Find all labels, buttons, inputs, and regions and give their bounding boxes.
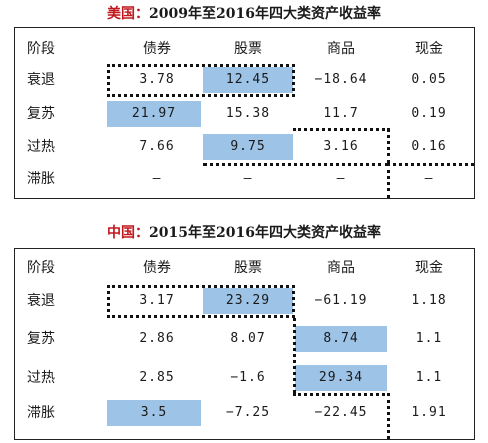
cn-value-recovery-cash: 1.1 — [415, 331, 443, 346]
cn-stage-recovery: 复苏 — [27, 331, 55, 347]
us-title-text: 2009年至2016年四大类资产收益率 — [149, 6, 381, 22]
us-table-title: 美国：2009年至2016年四大类资产收益率 — [0, 3, 488, 23]
cn-value-recovery-commodities: 8.74 — [295, 326, 387, 352]
us-recession-outline — [107, 64, 295, 97]
us-header-commodities: 商品 — [327, 41, 355, 57]
us-title-country: 美国： — [107, 6, 150, 22]
cn-cycle-line — [293, 393, 390, 396]
cn-value-recession-stocks: 23.29 — [203, 288, 293, 314]
cn-value-recession-cash: 1.18 — [411, 293, 447, 308]
cn-header-bonds: 债券 — [143, 260, 171, 276]
cn-value-recession-commodities: −61.19 — [314, 293, 368, 308]
us-stage-recession: 衰退 — [27, 72, 55, 88]
cn-value-overheat-cash: 1.1 — [415, 370, 443, 385]
cn-cycle-line — [387, 393, 390, 439]
us-cycle-line — [387, 163, 390, 198]
us-cycle-line — [387, 163, 474, 166]
us-value-stagflation-commodities: – — [336, 171, 346, 186]
us-value-overheat-bonds: 7.66 — [139, 139, 175, 154]
us-stage-overheat: 过热 — [27, 139, 55, 155]
us-value-recession-commodities: −18.64 — [314, 72, 368, 87]
cn-value-stagflation-commodities: −22.45 — [314, 405, 368, 420]
us-stage-recovery: 复苏 — [27, 106, 55, 122]
us-cycle-line — [203, 163, 389, 166]
us-header-stocks: 股票 — [234, 41, 262, 57]
us-value-stagflation-stocks: – — [243, 171, 253, 186]
cn-cycle-line — [293, 318, 296, 393]
cn-value-stagflation-stocks: −7.25 — [225, 405, 271, 420]
cn-header-stage: 阶段 — [27, 260, 55, 276]
cn-header-stocks: 股票 — [234, 260, 262, 276]
us-value-recession-cash: 0.05 — [411, 72, 447, 87]
cn-returns-table: 阶段 债券 股票 商品 现金 衰退 3.17 23.29 −61.19 1.18… — [14, 248, 475, 440]
cn-stage-stagflation: 滞胀 — [27, 405, 55, 421]
cn-title-text: 2015年至2016年四大类资产收益率 — [149, 225, 381, 241]
cn-header-commodities: 商品 — [327, 260, 355, 276]
cn-value-recession-bonds: 3.17 — [139, 293, 175, 308]
us-value-recovery-cash: 0.19 — [411, 106, 447, 121]
cn-stage-overheat: 过热 — [27, 370, 55, 386]
us-header-cash: 现金 — [415, 41, 443, 57]
cn-stage-recession: 衰退 — [27, 293, 55, 309]
cn-recession-outline — [107, 285, 295, 318]
us-value-recovery-bonds: 21.97 — [107, 101, 201, 127]
cn-title-country: 中国： — [107, 225, 150, 241]
cn-value-overheat-bonds: 2.85 — [139, 370, 175, 385]
us-cycle-line — [293, 128, 390, 131]
us-value-recession-stocks: 12.45 — [203, 67, 293, 93]
cn-value-stagflation-bonds: 3.5 — [107, 400, 201, 426]
us-cycle-line — [387, 128, 390, 164]
us-value-stagflation-cash: – — [424, 171, 434, 186]
us-header-stage: 阶段 — [27, 41, 55, 57]
us-value-overheat-commodities: 3.16 — [323, 139, 359, 154]
us-stage-stagflation: 滞胀 — [27, 171, 55, 187]
cn-value-recovery-stocks: 8.07 — [230, 331, 266, 346]
us-value-stagflation-bonds: – — [152, 171, 162, 186]
cn-value-overheat-commodities: 29.34 — [295, 365, 387, 391]
us-value-recovery-stocks: 15.38 — [225, 106, 271, 121]
us-header-bonds: 债券 — [143, 41, 171, 57]
cn-header-cash: 现金 — [415, 260, 443, 276]
us-value-recovery-commodities: 11.7 — [323, 106, 359, 121]
cn-value-stagflation-cash: 1.91 — [411, 405, 447, 420]
us-returns-table: 阶段 债券 股票 商品 现金 衰退 3.78 12.45 −18.64 0.05… — [14, 27, 475, 199]
cn-value-recovery-bonds: 2.86 — [139, 331, 175, 346]
cn-table-title: 中国：2015年至2016年四大类资产收益率 — [0, 222, 488, 242]
us-value-overheat-stocks: 9.75 — [203, 134, 293, 160]
us-value-overheat-cash: 0.16 — [411, 139, 447, 154]
us-value-recession-bonds: 3.78 — [139, 72, 175, 87]
cn-value-overheat-stocks: −1.6 — [230, 370, 266, 385]
